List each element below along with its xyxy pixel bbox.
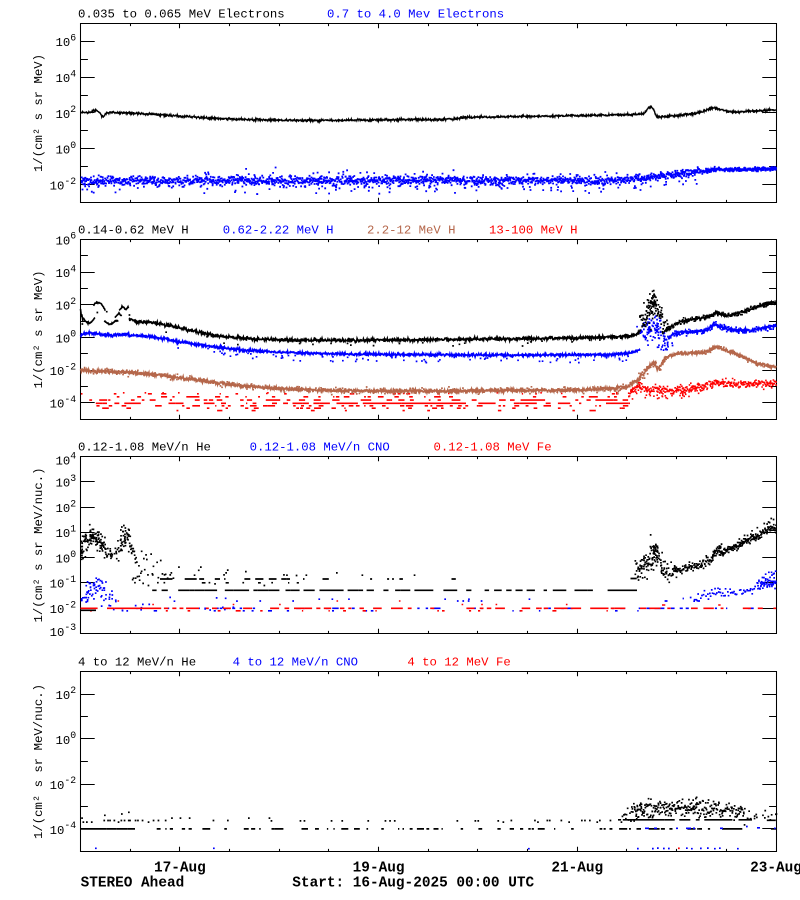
svg-text:0.7 to 4.0 Mev Electrons: 0.7 to 4.0 Mev Electrons <box>327 7 504 21</box>
svg-text:-3: -3 <box>64 622 76 633</box>
svg-text:10: 10 <box>50 578 65 592</box>
svg-text:-2: -2 <box>64 599 76 610</box>
svg-text:4: 4 <box>70 68 76 79</box>
svg-text:19-Aug: 19-Aug <box>353 861 405 877</box>
svg-text:1: 1 <box>70 524 76 535</box>
svg-text:6: 6 <box>70 33 76 44</box>
svg-text:4 to 12 MeV Fe: 4 to 12 MeV Fe <box>407 655 510 669</box>
svg-text:4 to 12 MeV/n CNO: 4 to 12 MeV/n CNO <box>233 655 358 669</box>
svg-text:10: 10 <box>50 626 65 640</box>
svg-text:0: 0 <box>70 140 76 151</box>
svg-text:10: 10 <box>50 365 65 379</box>
svg-text:2: 2 <box>70 498 76 509</box>
svg-text:2: 2 <box>70 296 76 307</box>
svg-text:-2: -2 <box>64 176 76 187</box>
svg-text:4 to 12 MeV/n He: 4 to 12 MeV/n He <box>78 655 196 669</box>
svg-text:10: 10 <box>56 72 71 86</box>
svg-text:4: 4 <box>70 263 76 274</box>
svg-text:10: 10 <box>56 332 71 346</box>
svg-text:10: 10 <box>56 477 71 491</box>
svg-text:0.12-1.08 MeV/n CNO: 0.12-1.08 MeV/n CNO <box>250 440 390 454</box>
svg-text:10: 10 <box>56 267 71 281</box>
svg-text:10: 10 <box>50 824 65 838</box>
svg-text:0: 0 <box>70 730 76 741</box>
svg-text:13-100 MeV H: 13-100 MeV H <box>489 223 578 237</box>
svg-text:STEREO Ahead: STEREO Ahead <box>81 876 185 892</box>
svg-text:0: 0 <box>70 329 76 340</box>
svg-text:Start: 16-Aug-2025 00:00 UTC: Start: 16-Aug-2025 00:00 UTC <box>292 876 534 892</box>
svg-text:10: 10 <box>50 603 65 617</box>
svg-text:0: 0 <box>70 549 76 560</box>
svg-text:10: 10 <box>56 300 71 314</box>
svg-text:1/(cm² s sr MeV): 1/(cm² s sr MeV) <box>32 270 46 388</box>
svg-text:10: 10 <box>56 689 71 703</box>
svg-text:10: 10 <box>56 502 71 516</box>
svg-text:17-Aug: 17-Aug <box>154 861 206 877</box>
svg-text:10: 10 <box>50 179 65 193</box>
svg-text:1/(cm² s sr MeV/nuc.): 1/(cm² s sr MeV/nuc.) <box>32 468 46 623</box>
svg-text:-1: -1 <box>64 574 76 585</box>
svg-text:2.2-12 MeV H: 2.2-12 MeV H <box>367 223 456 237</box>
svg-text:-2: -2 <box>64 361 76 372</box>
svg-text:0.035 to 0.065 MeV Electrons: 0.035 to 0.065 MeV Electrons <box>78 7 285 21</box>
svg-text:0.62-2.22 MeV H: 0.62-2.22 MeV H <box>223 223 334 237</box>
svg-text:0.14-0.62 MeV H: 0.14-0.62 MeV H <box>78 223 189 237</box>
svg-text:2: 2 <box>70 685 76 696</box>
svg-text:10: 10 <box>56 454 71 468</box>
svg-text:-4: -4 <box>64 820 76 831</box>
svg-text:10: 10 <box>56 108 71 122</box>
svg-text:1/(cm² s sr MeV): 1/(cm² s sr MeV) <box>32 54 46 172</box>
svg-text:10: 10 <box>56 527 71 541</box>
svg-text:0.12-1.08 MeV/n He: 0.12-1.08 MeV/n He <box>78 440 211 454</box>
svg-text:3: 3 <box>70 473 76 484</box>
svg-text:-2: -2 <box>64 775 76 786</box>
svg-text:10: 10 <box>50 398 65 412</box>
svg-text:6: 6 <box>70 231 76 242</box>
svg-text:23-Aug: 23-Aug <box>750 861 800 877</box>
svg-text:-4: -4 <box>64 394 76 405</box>
svg-text:10: 10 <box>56 36 71 50</box>
svg-text:10: 10 <box>50 779 65 793</box>
svg-text:10: 10 <box>56 144 71 158</box>
svg-text:10: 10 <box>56 234 71 248</box>
svg-text:21-Aug: 21-Aug <box>551 861 603 877</box>
svg-text:2: 2 <box>70 104 76 115</box>
svg-text:0.12-1.08 MeV Fe: 0.12-1.08 MeV Fe <box>434 440 552 454</box>
svg-text:10: 10 <box>56 552 71 566</box>
svg-text:10: 10 <box>56 734 71 748</box>
svg-text:4: 4 <box>70 451 76 462</box>
svg-text:1/(cm² s sr MeV/nuc.): 1/(cm² s sr MeV/nuc.) <box>32 684 46 839</box>
